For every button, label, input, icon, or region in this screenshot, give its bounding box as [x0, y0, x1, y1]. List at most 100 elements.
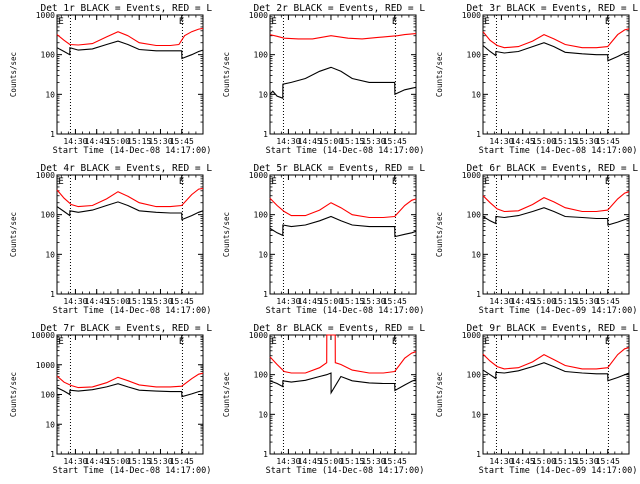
detector-panel-5: Det 5r BLACK = Events, RED = LLD 1 10 100 10… [213, 160, 437, 320]
x-tick-label: 15:00 [319, 457, 343, 466]
y-tick-label: 10000 [31, 331, 55, 340]
x-tick-label: 15:00 [106, 297, 130, 306]
lld-series-line [56, 27, 204, 47]
chart-title: Det 8r BLACK = Events, RED = LLD [253, 323, 426, 334]
events-series-line [56, 40, 204, 60]
top-mark-label: E [392, 177, 397, 187]
top-mark-label: E [484, 177, 489, 187]
detector-panel-8: Det 8r BLACK = Events, RED = LLD 1 10 100 10… [213, 320, 437, 480]
y-tick-label: 100 [254, 211, 269, 220]
x-axis-label: Start Time (14-Dec-08 14:17:00) [479, 146, 638, 156]
x-tick-label: 15:30 [148, 137, 172, 146]
top-mark-label: E [605, 337, 610, 347]
top-mark-label: E [484, 17, 489, 27]
events-series-line [56, 383, 204, 398]
x-axis-label: Start Time (14-Dec-08 14:17:00) [266, 466, 425, 476]
y-tick-label: 1 [476, 290, 481, 299]
detector-chart-6: Det 6r BLACK = Events, RED = LLD 1 10 100 10… [435, 163, 640, 316]
y-tick-label: 100 [467, 211, 482, 220]
x-tick-label: 14:30 [276, 137, 300, 146]
x-tick-label: 14:45 [511, 297, 535, 306]
lld-series-line [56, 187, 204, 208]
plot-frame [269, 14, 417, 135]
y-tick-label: 1000 [249, 11, 268, 20]
x-tick-label: 15:30 [574, 457, 598, 466]
x-tick-label: 15:00 [319, 297, 343, 306]
x-tick-label: 15:45 [596, 457, 620, 466]
lld-series-line [269, 334, 417, 374]
chart-title: Det 6r BLACK = Events, RED = LLD [466, 163, 639, 174]
x-tick-label: 14:45 [298, 297, 322, 306]
y-tick-label: 10 [45, 90, 55, 99]
x-axis-label: Start Time (14-Dec-09 14:17:00) [479, 306, 638, 316]
x-tick-label: 15:45 [170, 457, 194, 466]
x-tick-label: 15:15 [127, 457, 151, 466]
plot-frame [269, 174, 417, 295]
y-axis-label: Counts/sec [222, 212, 231, 257]
detector-panel-4: Det 4r BLACK = Events, RED = LLD 1 10 100 10… [0, 160, 224, 320]
y-axis-label: Counts/sec [9, 372, 18, 417]
events-series-line [269, 215, 417, 238]
x-tick-label: 14:30 [63, 137, 87, 146]
detector-panel-7: Det 7r BLACK = Events, RED = LLD 1 10 100 10… [0, 320, 224, 480]
lld-series-line [482, 28, 630, 49]
y-tick-label: 100 [41, 391, 56, 400]
y-tick-label: 1 [50, 290, 55, 299]
top-mark-label: E [58, 17, 63, 27]
chart-title: Det 1r BLACK = Events, RED = LLD [40, 3, 213, 14]
chart-title: Det 4r BLACK = Events, RED = LLD [40, 163, 213, 174]
detector-chart-9: Det 9r BLACK = Events, RED = LLD 1 10 100 10… [435, 323, 640, 476]
x-tick-label: 15:00 [532, 457, 556, 466]
x-tick-label: 14:45 [298, 137, 322, 146]
x-axis-label: Start Time (14-Dec-08 14:17:00) [266, 306, 425, 316]
x-tick-label: 14:30 [489, 137, 513, 146]
events-series-line [482, 362, 630, 382]
x-tick-label: 15:00 [319, 137, 343, 146]
x-tick-label: 15:00 [532, 137, 556, 146]
events-series-line [482, 42, 630, 62]
chart-title: Det 3r BLACK = Events, RED = LLD [466, 3, 639, 14]
detector-chart-7: Det 7r BLACK = Events, RED = LLD 1 10 100 10… [9, 323, 224, 476]
x-tick-label: 15:45 [383, 137, 407, 146]
y-tick-label: 10 [258, 250, 268, 259]
detector-chart-8: Det 8r BLACK = Events, RED = LLD 1 10 100 10… [222, 323, 437, 476]
x-tick-label: 15:15 [340, 457, 364, 466]
x-tick-label: 14:30 [489, 297, 513, 306]
y-axis-label: Counts/sec [435, 212, 444, 257]
top-mark-label: E [271, 337, 276, 347]
plot-frame [56, 174, 204, 295]
top-mark-label: E [392, 337, 397, 347]
x-tick-label: 15:30 [148, 457, 172, 466]
y-tick-label: 10 [471, 90, 481, 99]
x-tick-label: 15:30 [361, 137, 385, 146]
x-tick-label: 15:30 [361, 297, 385, 306]
y-axis-label: Counts/sec [9, 212, 18, 257]
lld-series-line [482, 347, 630, 370]
top-mark-label: E [58, 177, 63, 187]
x-tick-label: 15:00 [106, 137, 130, 146]
top-mark-label: E [179, 337, 184, 347]
plot-frame [269, 334, 417, 455]
chart-title: Det 7r BLACK = Events, RED = LLD [40, 323, 213, 334]
x-tick-label: 15:45 [170, 297, 194, 306]
y-tick-label: 100 [254, 51, 269, 60]
x-tick-label: 14:45 [511, 457, 535, 466]
x-tick-label: 15:15 [553, 137, 577, 146]
chart-title: Det 2r BLACK = Events, RED = LLD [253, 3, 426, 14]
plot-frame [482, 14, 630, 135]
y-tick-label: 1000 [462, 171, 481, 180]
x-tick-label: 15:15 [127, 137, 151, 146]
top-mark-label: E [179, 17, 184, 27]
y-tick-label: 1000 [36, 11, 55, 20]
x-tick-label: 15:45 [596, 137, 620, 146]
lld-series-line [269, 33, 417, 40]
events-series-line [269, 66, 417, 99]
lld-series-line [56, 372, 204, 389]
chart-title: Det 9r BLACK = Events, RED = LLD [466, 323, 639, 334]
detector-chart-1: Det 1r BLACK = Events, RED = LLD 1 10 100 10… [9, 3, 224, 156]
x-tick-label: 14:30 [63, 457, 87, 466]
events-series-line [56, 201, 204, 221]
x-tick-label: 14:30 [276, 297, 300, 306]
top-mark-label: E [605, 177, 610, 187]
x-axis-label: Start Time (14-Dec-09 14:17:00) [479, 466, 638, 476]
